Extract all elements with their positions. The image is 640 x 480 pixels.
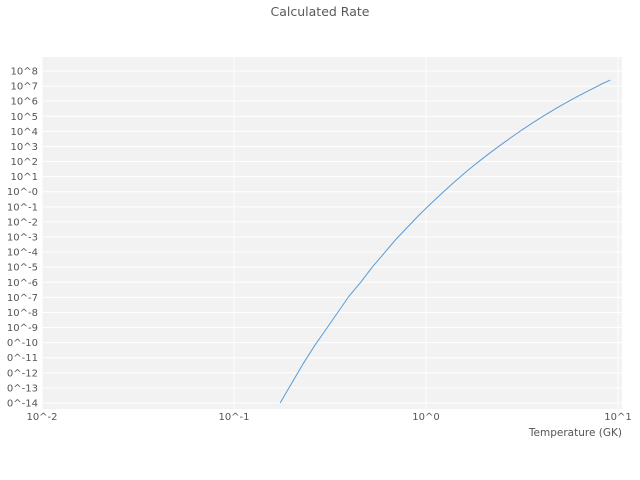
x-tick-label: 10^-2 — [26, 412, 57, 423]
y-tick-label: 10^4 — [11, 127, 38, 138]
y-tick-label: 0^-10 — [7, 338, 38, 349]
chart-title: Calculated Rate — [271, 4, 370, 19]
x-tick-label: 10^0 — [412, 412, 439, 423]
y-tick-label: 0^-12 — [7, 368, 38, 379]
x-axis-label: Temperature (GK) — [528, 427, 622, 439]
y-tick-label: 10^5 — [11, 112, 38, 123]
y-tick-label: 10^-4 — [7, 248, 38, 259]
rate-curve — [279, 79, 611, 404]
y-tick-label: 10^-6 — [7, 278, 38, 289]
y-tick-label: 0^-13 — [7, 383, 38, 394]
y-tick-label: 10^1 — [11, 172, 38, 183]
y-tick-label: 10^8 — [11, 67, 38, 78]
plot-background — [42, 57, 622, 409]
y-tick-label: 10^-2 — [7, 217, 38, 228]
y-tick-label: 10^-5 — [7, 263, 38, 274]
y-tick-label: 10^-3 — [7, 233, 38, 244]
x-tick-labels: 10^-2 10^-1 10^0 10^1 — [26, 412, 631, 423]
y-tick-label: 10^-7 — [7, 293, 38, 304]
y-tick-label: 10^6 — [11, 97, 38, 108]
y-tick-label: 10^2 — [11, 157, 38, 168]
y-tick-label: 10^-9 — [7, 323, 38, 334]
y-tick-label: 0^-11 — [7, 353, 38, 364]
x-tick-label: 10^1 — [604, 412, 631, 423]
grid-lines — [41, 57, 622, 409]
y-tick-label: 10^-0 — [7, 187, 38, 198]
y-tick-label: 10^-1 — [7, 202, 38, 213]
y-tick-label: 10^-8 — [7, 308, 38, 319]
x-tick-label: 10^-1 — [218, 412, 249, 423]
y-tick-labels: 10^8 10^7 10^6 10^5 10^4 10^3 10^2 10^1 10^-0 10^… — [7, 67, 38, 410]
y-tick-label: 0^-14 — [7, 399, 38, 410]
y-tick-label: 10^7 — [11, 82, 38, 93]
y-tick-label: 10^3 — [11, 142, 38, 153]
